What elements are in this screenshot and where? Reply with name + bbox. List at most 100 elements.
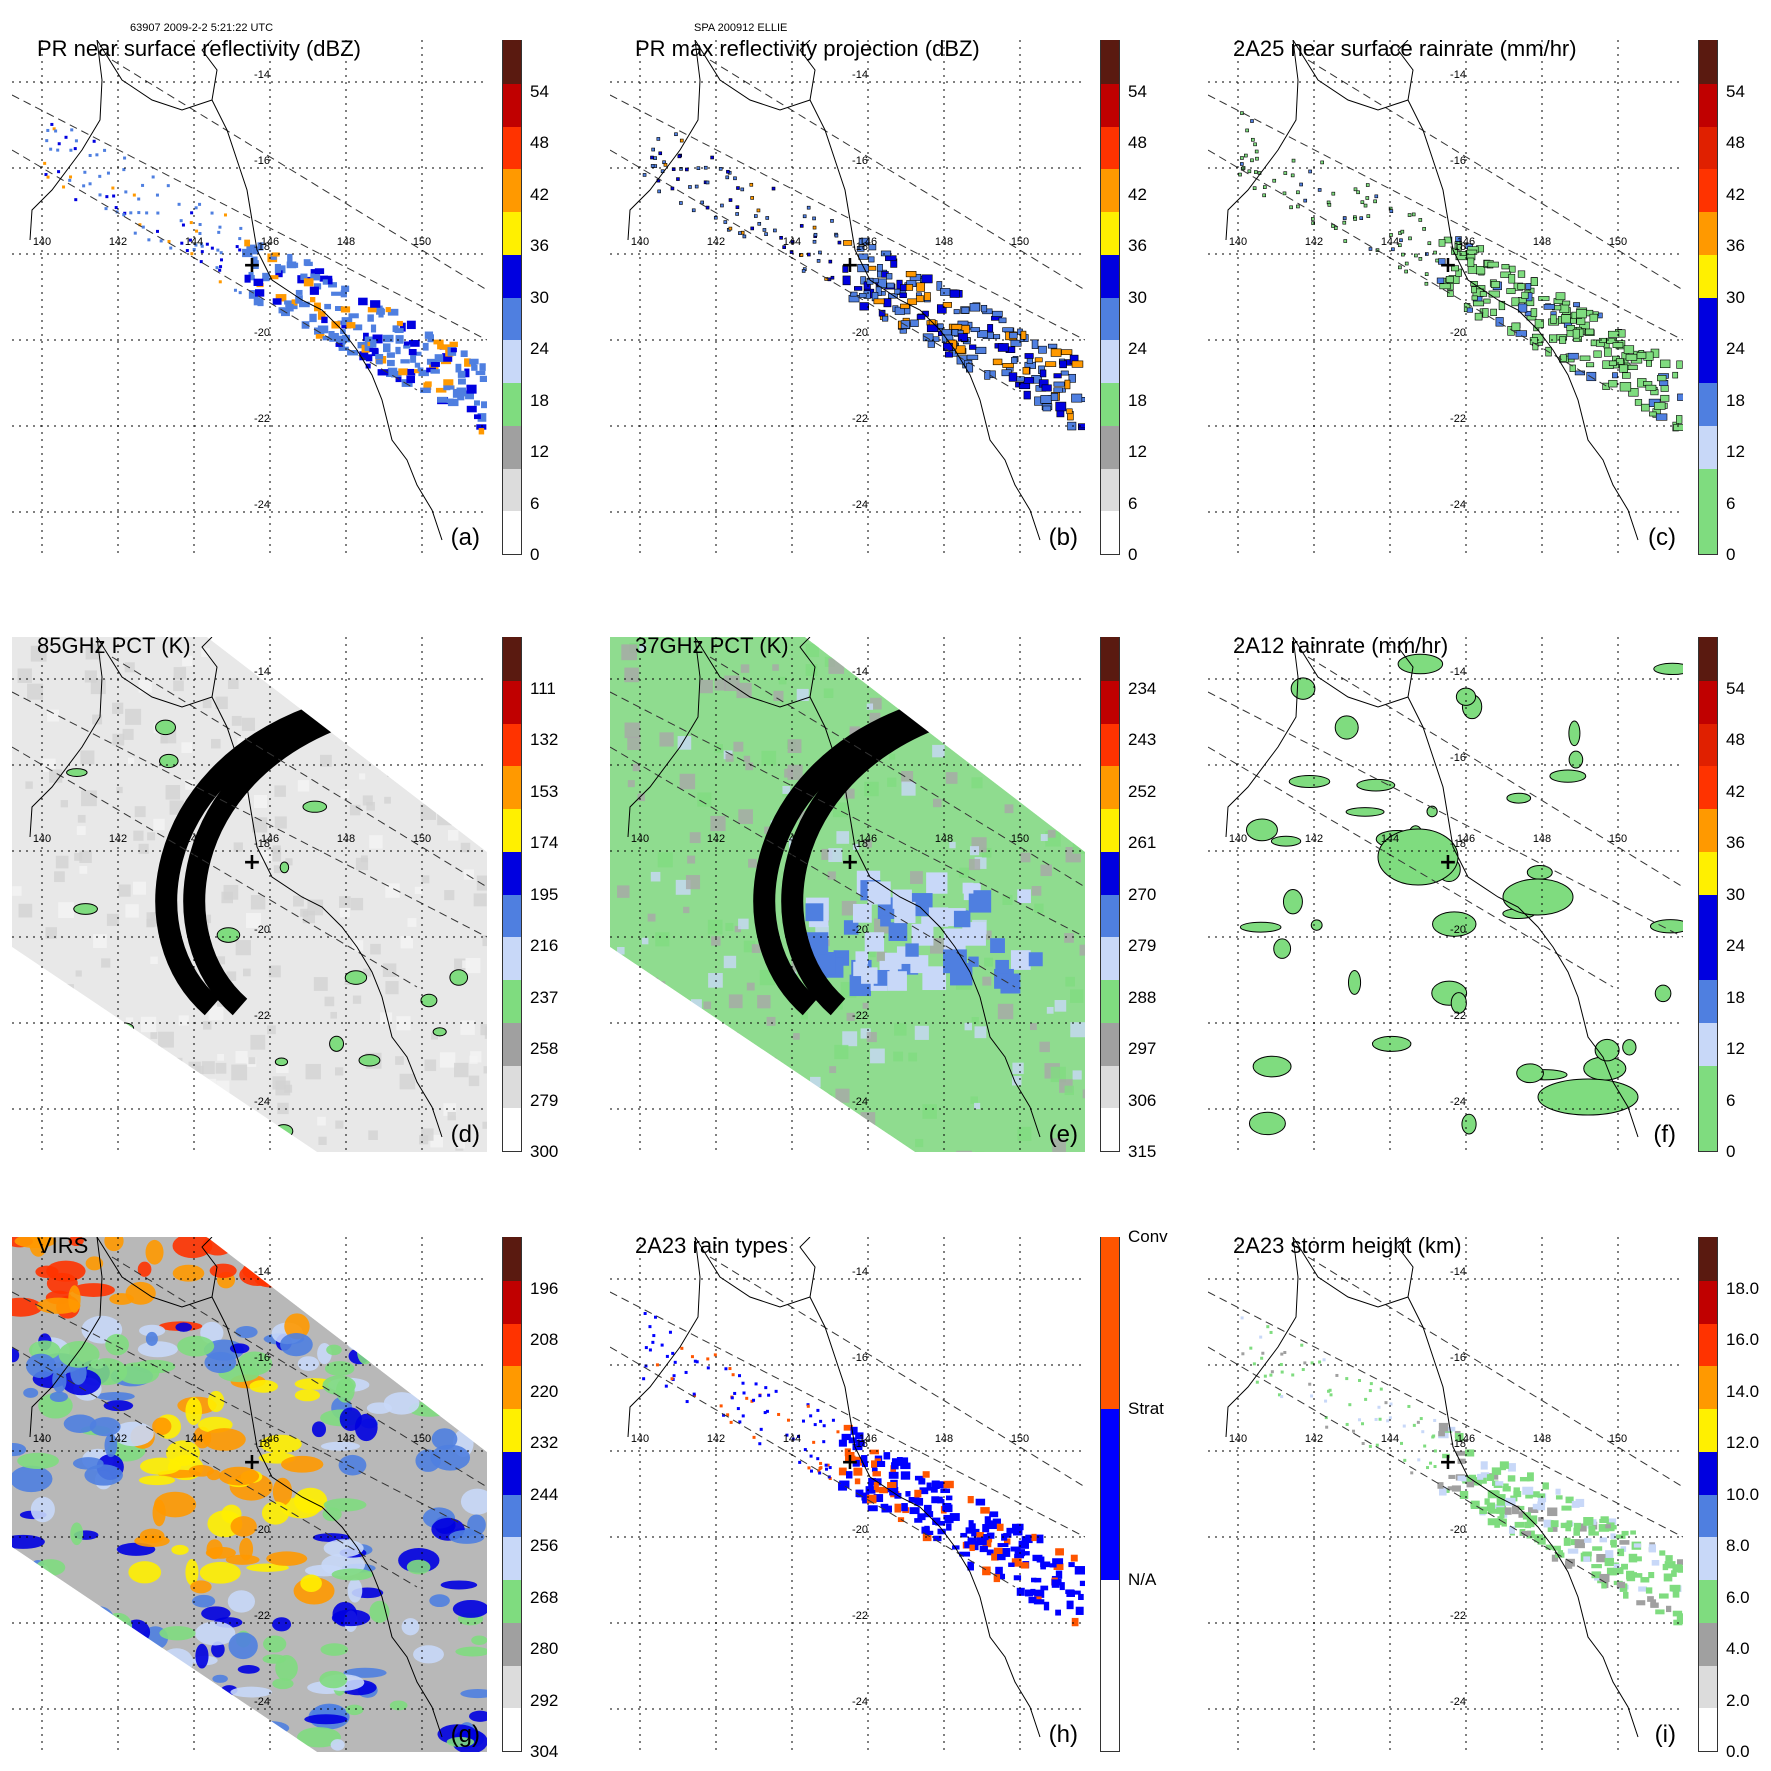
lat-label: -18 <box>852 1438 868 1450</box>
map-h: 140 142 144 146 148 150 -14 -16 -18 -20 -22 -24 + <box>610 1237 1085 1752</box>
panel-label: (a) <box>450 524 480 551</box>
colorbar-segment <box>503 339 521 383</box>
lat-label: -24 <box>852 1096 868 1108</box>
map-i: 140 142 144 146 148 150 -14 -16 -18 -20 -22 -24 + <box>1208 1237 1683 1752</box>
colorbar-segment <box>1101 510 1119 554</box>
lon-label: 150 <box>413 236 431 248</box>
colorbar-tick: 24 <box>1726 936 1745 955</box>
lat-label: -18 <box>1450 838 1466 850</box>
colorbar-tick: 12.0 <box>1726 1433 1760 1452</box>
colorbar-segment <box>503 936 521 980</box>
colorbar-segment <box>503 679 521 724</box>
colorbar-segment <box>1101 1064 1119 1109</box>
colorbar-tick: 24 <box>1128 339 1147 358</box>
colorbar-tick: 297 <box>1128 1039 1157 1058</box>
colorbar-tick: 315 <box>1128 1142 1157 1161</box>
lon-label: 140 <box>631 1433 649 1445</box>
storm-info: SPA 200912 ELLIE <box>694 22 788 34</box>
lon-label: 150 <box>1011 833 1029 845</box>
colorbar-segment <box>1699 125 1717 170</box>
colorbar-segment <box>503 765 521 809</box>
colorbar-segment <box>1101 381 1119 426</box>
lat-label: -24 <box>1450 499 1466 511</box>
colorbar-segment <box>503 168 521 212</box>
colorbar-segment <box>503 722 521 767</box>
colorbar-tick: 216 <box>530 936 559 955</box>
colorbar-segment <box>1101 39 1119 84</box>
panel-title: 2A25 near surface rainrate (mm/hr) <box>1233 36 1577 61</box>
colorbar-segment <box>1101 296 1119 341</box>
colorbar-segment <box>1101 807 1119 852</box>
colorbar-segment <box>503 1021 521 1066</box>
map-f: 140 142 144 146 148 150 -14 -16 -18 -20 -22 -24 + <box>1208 637 1683 1152</box>
lat-label: -16 <box>1450 752 1466 764</box>
lon-label: 140 <box>631 236 649 248</box>
lon-label: 142 <box>707 833 725 845</box>
colorbar-tick: 54 <box>1726 81 1745 101</box>
colorbar-tick: 2.0 <box>1726 1690 1750 1710</box>
panel-title: 85GHz PCT (K) <box>37 633 191 658</box>
colorbar-segment <box>1699 850 1717 895</box>
storm-center-icon: + <box>841 850 859 875</box>
lat-label: -24 <box>1450 1696 1466 1708</box>
lon-label: 148 <box>337 1433 355 1445</box>
lon-label: 148 <box>337 833 355 845</box>
colorbar-segment <box>1101 253 1119 298</box>
lon-label: 150 <box>1609 236 1627 248</box>
lon-label: 148 <box>1533 236 1551 248</box>
colorbar-segment <box>503 1578 521 1623</box>
colorbar-ticks: 234 243 252 261 270 279 288 297 306 315 <box>1128 637 1176 1162</box>
colorbar-segment <box>1101 1407 1119 1580</box>
lon-label: 142 <box>1305 833 1323 845</box>
lon-label: 144 <box>185 1433 203 1445</box>
colorbar-segment <box>503 978 521 1023</box>
colorbar-segment <box>503 1707 521 1751</box>
lat-label: -18 <box>254 241 270 253</box>
colorbar-segment <box>1101 1578 1119 1751</box>
lon-label: 142 <box>707 1433 725 1445</box>
panel-label: (g) <box>450 1721 480 1748</box>
colorbar-tick: 288 <box>1128 987 1157 1007</box>
map-g: 140 142 144 146 148 150 -14 -16 -18 -20 -22 -24 + <box>12 1237 487 1752</box>
colorbar-segment <box>503 893 521 938</box>
lat-label: -22 <box>852 1010 868 1022</box>
colorbar-segment <box>1699 510 1717 554</box>
colorbar-segment <box>1101 424 1119 469</box>
colorbar <box>502 636 522 1152</box>
panel-label: (d) <box>450 1121 480 1148</box>
lon-label: 146 <box>261 236 279 248</box>
colorbar <box>1698 1236 1718 1752</box>
colorbar-segment <box>503 125 521 170</box>
map-b: 140 142 144 146 148 150 -14 -16 -18 -20 -22 -24 + <box>610 40 1085 555</box>
lon-label: 142 <box>109 236 127 248</box>
lat-label: -20 <box>254 327 270 339</box>
colorbar-segment <box>1101 1236 1119 1409</box>
colorbar-tick: 12 <box>1726 1039 1745 1058</box>
lat-label: -24 <box>254 1096 270 1108</box>
colorbar-tick: 30 <box>1726 287 1745 307</box>
colorbar-segment <box>1699 1064 1717 1109</box>
panel-title: 2A23 rain types <box>635 1233 788 1258</box>
lon-label: 148 <box>935 833 953 845</box>
colorbar-segment <box>503 1621 521 1666</box>
colorbar-segment <box>1699 381 1717 426</box>
colorbar-tick: 12 <box>1726 442 1745 461</box>
colorbar-segment <box>503 1365 521 1409</box>
colorbar-tick: 0.0 <box>1726 1742 1750 1761</box>
map-canvas: 140 142 144 146 148 150 -14 -16 -18 -20 -22 -24 + <box>1208 637 1683 1152</box>
map-d: 140 142 144 146 148 150 -14 -16 -18 -20 -22 -24 + <box>12 637 487 1152</box>
storm-center-icon: + <box>841 253 859 278</box>
colorbar-segment <box>1699 1236 1717 1281</box>
panel-label: (f) <box>1653 1121 1676 1148</box>
panel-e: 140 142 144 146 148 150 -14 -16 -18 -20 -22 -24 +37G… <box>610 633 1156 1167</box>
lon-label: 150 <box>1011 236 1029 248</box>
colorbar-segment <box>1699 1621 1717 1666</box>
lat-label: -14 <box>852 69 868 81</box>
colorbar-tick: 280 <box>530 1639 559 1658</box>
colorbar-ticks: 111 132 153 174 195 216 237 258 279 300 <box>530 637 578 1162</box>
colorbar-tick: 304 <box>530 1742 559 1761</box>
panel-title: VIRS <box>37 1233 89 1258</box>
colorbar-segment <box>1699 1021 1717 1066</box>
storm-center-icon: + <box>243 253 261 278</box>
colorbar-tick: 24 <box>530 339 549 358</box>
